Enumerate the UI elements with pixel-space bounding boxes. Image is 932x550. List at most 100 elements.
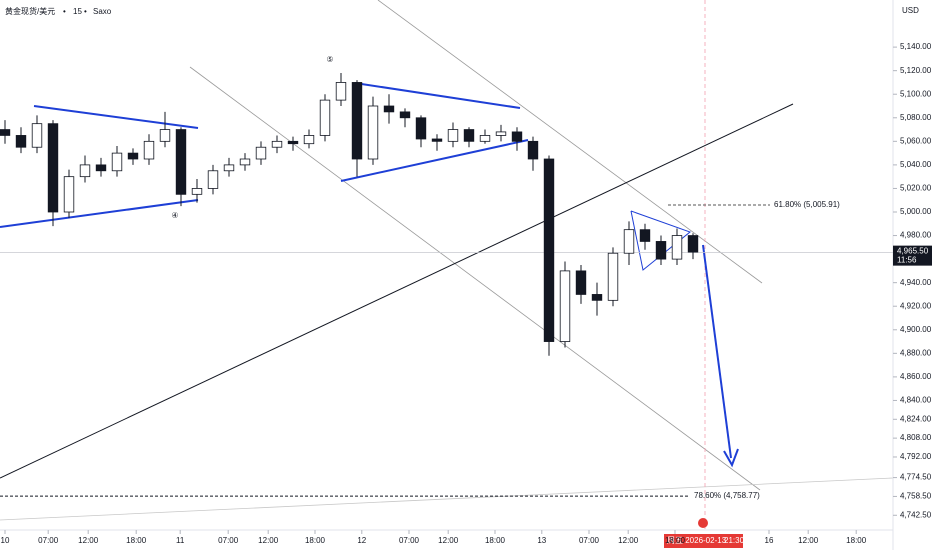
candle-body bbox=[143, 140, 155, 160]
x-tick-label: 18:00 bbox=[485, 536, 506, 545]
channel-line bbox=[189, 66, 761, 491]
y-tick-label: 5,140.00 bbox=[900, 42, 932, 51]
candle-body bbox=[0, 129, 11, 136]
candle-body bbox=[623, 229, 635, 254]
y-tick-label: 5,100.00 bbox=[900, 89, 932, 98]
x-tick-label: 13 bbox=[537, 536, 546, 545]
small-triangle bbox=[630, 210, 692, 271]
candle-body bbox=[239, 158, 251, 166]
candle-body bbox=[511, 131, 523, 142]
candle-body bbox=[527, 140, 539, 160]
y-tick-label: 5,060.00 bbox=[900, 136, 932, 145]
drawings bbox=[0, 0, 894, 530]
candle-body bbox=[175, 129, 187, 195]
countdown: 11:56 bbox=[897, 256, 917, 265]
candle-body bbox=[543, 158, 555, 342]
candle-body bbox=[607, 252, 619, 301]
candle-body bbox=[671, 235, 683, 260]
last-price-label: 4,965.50 bbox=[897, 247, 929, 256]
candle-body bbox=[31, 123, 43, 148]
triangle-line bbox=[33, 105, 199, 129]
y-tick-label: 4,758.50 bbox=[900, 492, 932, 501]
y-tick-label: 5,020.00 bbox=[900, 184, 932, 193]
x-tick-label: 07:00 bbox=[38, 536, 59, 545]
x-tick-label: 12:00 bbox=[258, 536, 279, 545]
currency: USD bbox=[902, 6, 919, 15]
candle-body bbox=[447, 129, 459, 142]
candle-body bbox=[591, 294, 603, 301]
y-tick-label: 4,792.00 bbox=[900, 452, 932, 461]
candle-body bbox=[431, 138, 443, 142]
candle-body bbox=[223, 164, 235, 172]
candle-body bbox=[415, 117, 427, 140]
triangle-line bbox=[0, 199, 199, 228]
y-tick-label: 4,840.00 bbox=[900, 396, 932, 405]
candle-body bbox=[159, 129, 171, 142]
y-tick-label: 4,774.50 bbox=[900, 473, 932, 482]
candle-body bbox=[559, 270, 571, 342]
candle-body bbox=[271, 140, 283, 148]
candle-body bbox=[111, 152, 123, 172]
candle-body bbox=[15, 135, 27, 148]
y-tick-label: 4,742.50 bbox=[900, 510, 932, 519]
separator: • bbox=[84, 7, 87, 16]
projection-arrow bbox=[702, 244, 732, 459]
candle-body bbox=[351, 82, 363, 160]
candle-body bbox=[479, 135, 491, 142]
x-tick-label: 12:00 bbox=[798, 536, 819, 545]
arrow-head bbox=[723, 448, 739, 468]
y-tick-label: 5,080.00 bbox=[900, 113, 932, 122]
y-tick-label: 4,808.00 bbox=[900, 433, 932, 442]
x-tick-label: 18:00 bbox=[846, 536, 867, 545]
candle-body bbox=[319, 99, 331, 136]
candle-body bbox=[687, 235, 699, 253]
x-tick-label: 07:00 bbox=[399, 536, 420, 545]
separator: • bbox=[63, 7, 66, 16]
x-tick-label: 10 bbox=[1, 536, 10, 545]
x-tick-label: 16 bbox=[765, 536, 774, 545]
candle-body bbox=[255, 146, 267, 160]
symbol-title: 黄金现货/美元 bbox=[5, 6, 55, 16]
candle-body bbox=[655, 241, 667, 260]
candle-body bbox=[287, 140, 299, 145]
y-tick-label: 4,880.00 bbox=[900, 348, 932, 357]
y-tick-label: 4,900.00 bbox=[900, 325, 932, 334]
last-price-box bbox=[893, 245, 932, 266]
y-tick-label: 4,940.00 bbox=[900, 278, 932, 287]
candle-body bbox=[639, 229, 651, 242]
candle-body bbox=[303, 135, 315, 145]
trend-line bbox=[0, 477, 894, 521]
interval: 15 bbox=[73, 7, 82, 16]
candle-body bbox=[127, 152, 139, 160]
x-tick-label: 07:00 bbox=[579, 536, 600, 545]
y-tick-label: 4,860.00 bbox=[900, 372, 932, 381]
cursor-day: 周五 2026-02-13 bbox=[667, 536, 727, 545]
triangle-line bbox=[354, 82, 521, 109]
x-tick-label: 12 bbox=[357, 536, 366, 545]
wave-label: ④ bbox=[171, 211, 178, 220]
y-tick-label: 5,000.00 bbox=[900, 207, 932, 216]
wave-label: ⑤ bbox=[326, 55, 333, 64]
candle-body bbox=[495, 131, 507, 136]
candle-body bbox=[463, 129, 475, 142]
x-tick-label: 12:00 bbox=[438, 536, 459, 545]
event-flag[interactable] bbox=[698, 518, 708, 528]
candle-body bbox=[575, 270, 587, 295]
cursor-time: 21:30 bbox=[724, 536, 745, 545]
y-tick-label: 4,980.00 bbox=[900, 231, 932, 240]
candle-body bbox=[399, 111, 411, 119]
candle-body bbox=[367, 105, 379, 160]
x-tick-label: 12:00 bbox=[618, 536, 639, 545]
fib-label: 61.80% (5,005.91) bbox=[774, 200, 840, 209]
candle-body bbox=[335, 82, 347, 101]
source: Saxo bbox=[93, 7, 112, 16]
x-tick-label: 18:00 bbox=[305, 536, 326, 545]
x-tick-label: 11 bbox=[176, 536, 185, 545]
x-tick-label: 07:00 bbox=[218, 536, 239, 545]
x-tick-label: 12:00 bbox=[78, 536, 99, 545]
candle-body bbox=[383, 105, 395, 113]
y-tick-label: 4,824.00 bbox=[900, 414, 932, 423]
